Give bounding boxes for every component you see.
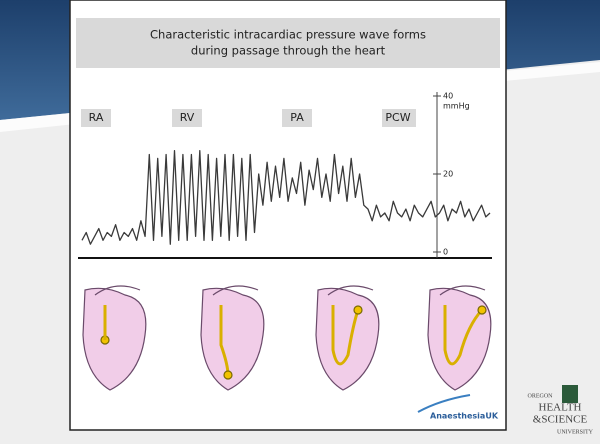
y-tick-label: 40	[443, 92, 453, 101]
anaesthesia-logo: AnaesthesiaUK	[430, 412, 499, 421]
section-label: PCW	[385, 111, 410, 124]
section-label: RA	[89, 111, 104, 124]
ohsu-logo: UNIVERSITY	[557, 429, 594, 435]
ohsu-logo: OREGON	[528, 393, 554, 399]
ohsu-logo: &SCIENCE	[533, 414, 588, 426]
section-label: PA	[290, 111, 304, 124]
section-label: RV	[180, 111, 195, 124]
title: during passage through the heart	[191, 44, 386, 58]
slide: Characteristic intracardiac pressure wav…	[0, 0, 600, 444]
ohsu-logo: HEALTH	[539, 402, 582, 414]
y-tick-label: 20	[443, 170, 453, 179]
title: Characteristic intracardiac pressure wav…	[150, 28, 426, 42]
ohsu-shield	[562, 385, 578, 403]
y-tick-label: 0	[443, 248, 448, 257]
y-axis-label: mmHg	[443, 102, 470, 111]
